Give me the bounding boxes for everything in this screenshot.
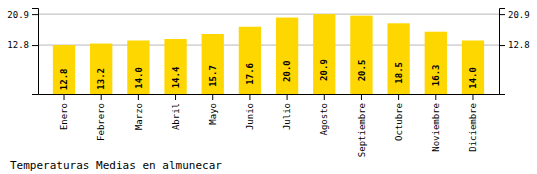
data-label: 17.6 bbox=[245, 63, 255, 85]
tick-label: Mayo bbox=[208, 103, 218, 125]
bar bbox=[239, 27, 261, 94]
tick-label: Marzo bbox=[134, 103, 144, 130]
y-axis: 12.8 20.9 bbox=[7, 9, 38, 95]
tick-label: Octubre bbox=[394, 103, 404, 141]
tick-label: Abril bbox=[171, 103, 181, 130]
data-label: 20.0 bbox=[282, 60, 292, 82]
grid-line bbox=[38, 14, 499, 15]
bar bbox=[387, 23, 409, 94]
tick: Junio bbox=[245, 94, 255, 130]
tick: 20.9 bbox=[7, 9, 38, 19]
tick-mark bbox=[324, 94, 325, 100]
bar bbox=[164, 39, 186, 94]
data-label: 14.4 bbox=[171, 66, 181, 88]
axis-line bbox=[500, 9, 506, 95]
tick-mark bbox=[101, 94, 102, 100]
data-label: 15.7 bbox=[208, 65, 218, 87]
bar bbox=[462, 40, 484, 94]
bar bbox=[90, 44, 112, 94]
chart: Enero Febrero Marzo Abril Mayo Junio Julio Agos… bbox=[0, 0, 537, 174]
tick: Abril bbox=[171, 94, 181, 130]
tick: 20.9 bbox=[499, 9, 530, 19]
tick: Mayo bbox=[208, 94, 218, 125]
tick-mark bbox=[212, 94, 213, 100]
tick-mark bbox=[175, 94, 176, 100]
tick-label: Noviembre bbox=[431, 103, 441, 152]
tick-label: 20.9 bbox=[508, 9, 530, 19]
tick: Agosto bbox=[319, 94, 329, 136]
bar bbox=[425, 32, 447, 94]
x-axis: Enero Febrero Marzo Abril Mayo Junio Julio Agos… bbox=[39, 94, 500, 157]
tick: Octubre bbox=[394, 94, 404, 141]
bar bbox=[202, 34, 224, 94]
y-axis-right: 12.8 20.9 bbox=[499, 9, 530, 95]
tick: 12.8 bbox=[499, 40, 530, 50]
bar bbox=[313, 14, 335, 94]
tick-mark bbox=[398, 94, 399, 100]
tick-label: Junio bbox=[245, 103, 255, 130]
data-label: 20.9 bbox=[319, 59, 329, 81]
axis-line bbox=[32, 9, 39, 95]
tick-mark bbox=[249, 94, 250, 100]
tick-label: Septiembre bbox=[357, 103, 367, 157]
axis-line bbox=[39, 94, 500, 95]
plot: Enero Febrero Marzo Abril Mayo Junio Julio Agos… bbox=[7, 9, 529, 158]
data-label: 13.2 bbox=[96, 68, 106, 90]
tick: Enero bbox=[59, 94, 69, 130]
bar bbox=[53, 45, 75, 94]
tick-label: 20.9 bbox=[7, 9, 29, 19]
tick-mark bbox=[64, 94, 65, 100]
tick: Julio bbox=[282, 94, 292, 130]
bar bbox=[127, 40, 149, 94]
data-label: 16.3 bbox=[431, 64, 441, 86]
tick-label: Diciembre bbox=[468, 103, 478, 152]
data-labels: 12.8 13.2 14.0 14.4 15.7 17.6 20.0 20.9 20.5 18.5… bbox=[59, 59, 478, 90]
tick-label: Febrero bbox=[96, 103, 106, 141]
tick-label: Enero bbox=[59, 103, 69, 130]
tick-label: 12.8 bbox=[508, 40, 530, 50]
bar bbox=[350, 16, 372, 94]
tick: Noviembre bbox=[431, 94, 441, 152]
tick-mark bbox=[287, 94, 288, 100]
tick-label: Julio bbox=[282, 103, 292, 130]
tick-mark bbox=[499, 14, 505, 15]
data-label: 18.5 bbox=[394, 62, 404, 84]
tick-mark bbox=[32, 14, 38, 15]
tick: Febrero bbox=[96, 94, 106, 141]
tick-mark bbox=[361, 94, 362, 100]
tick: Marzo bbox=[134, 94, 144, 130]
tick-mark bbox=[138, 94, 139, 100]
tick: 12.8 bbox=[7, 40, 38, 50]
title: Temperaturas Medias en almunecar bbox=[10, 159, 222, 172]
data-label: 12.8 bbox=[59, 68, 69, 90]
tick-label: Agosto bbox=[319, 103, 329, 136]
tick-mark bbox=[472, 94, 473, 100]
bar bbox=[276, 18, 298, 94]
tick: Septiembre bbox=[357, 94, 367, 157]
tick-mark bbox=[499, 45, 505, 46]
data-label: 20.5 bbox=[357, 60, 367, 82]
tick-mark bbox=[32, 45, 38, 46]
tick-label: 12.8 bbox=[7, 40, 29, 50]
tick-mark bbox=[435, 94, 436, 100]
tick: Diciembre bbox=[468, 94, 478, 152]
data-label: 14.0 bbox=[468, 67, 478, 89]
data-label: 14.0 bbox=[134, 67, 144, 89]
bars bbox=[53, 14, 484, 94]
